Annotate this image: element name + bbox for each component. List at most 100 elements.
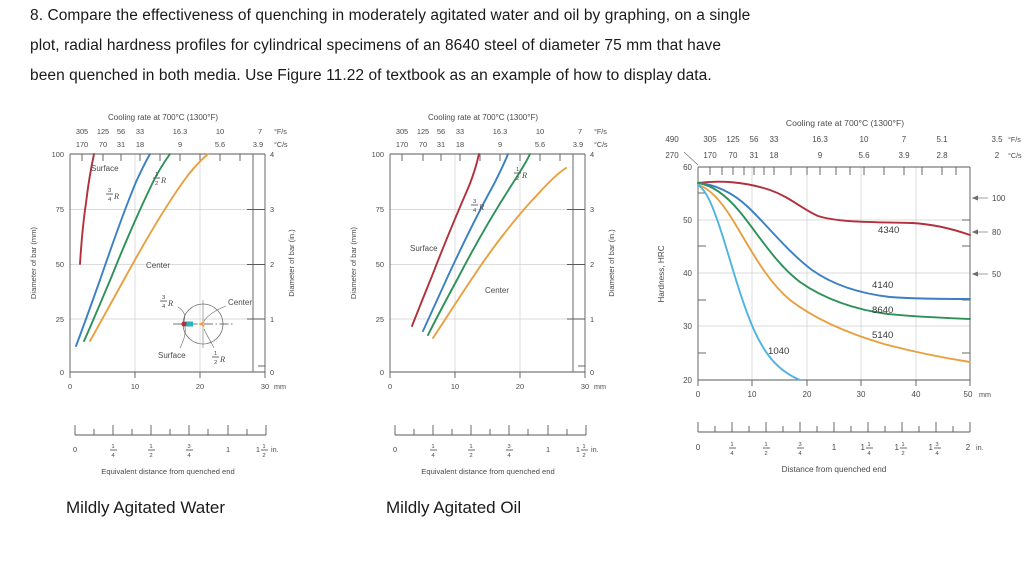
svg-text:4: 4 — [108, 197, 112, 203]
ruler-tick: 1 — [832, 443, 837, 452]
caption-oil: Mildly Agitated Oil — [386, 498, 522, 517]
hard-curves — [697, 180, 971, 381]
y-tick: 60 — [683, 163, 692, 172]
f-lead: 490 — [665, 135, 679, 144]
svg-text:3: 3 — [798, 442, 802, 448]
svg-text:2: 2 — [516, 176, 519, 182]
svg-text:1: 1 — [764, 442, 767, 448]
hardenability-chart-svg: Cooling rate at 700°C (1300°F) 490 305 1… — [657, 118, 1022, 474]
svg-text:3: 3 — [935, 442, 939, 448]
y2-tick: 2 — [270, 260, 274, 269]
oil-left-axis-title: Diameter of bar (mm) — [349, 226, 358, 299]
svg-text:4: 4 — [798, 451, 802, 457]
x-tick: 10 — [451, 382, 459, 391]
c-val: 18 — [456, 140, 464, 149]
f-unit: °F/s — [594, 127, 607, 136]
hard-top-c-row: 270 170 70 31 18 9 5.6 3.9 2.8 2 °C/s — [665, 151, 1022, 160]
hard-bottom-mm-axis: 0 10 20 30 40 50 mm — [696, 380, 991, 399]
y-tick: 75 — [56, 205, 64, 214]
svg-text:1: 1 — [901, 442, 904, 448]
f-val: 7 — [578, 127, 582, 136]
oil-top-f-row: 305 125 56 33 16.3 10 7 °F/s — [396, 127, 607, 136]
oil-top-axis-title: Cooling rate at 700°C (1300°F) — [428, 113, 538, 122]
svg-text:3: 3 — [507, 444, 511, 450]
c-val: 2 — [995, 151, 1000, 160]
svg-text:1: 1 — [516, 167, 519, 173]
ruler-unit: in. — [271, 445, 279, 454]
hard-ruler-title: Distance from quenched end — [782, 465, 887, 474]
water-top-ticks — [81, 154, 241, 161]
oil-top-ticks — [401, 154, 561, 161]
water-top-f-row: 305 125 56 33 16.3 10 7 °F/s — [76, 127, 287, 136]
marker-label: 100 — [992, 194, 1006, 203]
f-val: 10 — [860, 135, 869, 144]
oil-ruler-title: Equivalent distance from quenched end — [421, 467, 554, 476]
y2-tick: 3 — [590, 205, 594, 214]
ruler-tick-half: 1 2 — [148, 444, 155, 459]
label-half-r: 1 2 R — [153, 172, 166, 187]
svg-text:4: 4 — [431, 453, 435, 459]
label-center: Center — [485, 286, 509, 295]
svg-text:1: 1 — [730, 442, 733, 448]
inset-dot-surface — [181, 321, 187, 327]
svg-text:3: 3 — [187, 444, 191, 450]
svg-text:1: 1 — [929, 443, 934, 452]
svg-text:1: 1 — [861, 443, 866, 452]
ruler-tick-one-and-half: 1 1 2 — [576, 444, 588, 459]
water-right-axis: 4 3 2 1 0 Diameter of bar (in.) — [247, 150, 296, 377]
svg-text:R: R — [160, 176, 166, 185]
svg-text:2: 2 — [214, 360, 217, 366]
label-4140: 4140 — [872, 280, 893, 291]
inset-bar-cross-section: 3 4 R Center Surface 1 2 R — [158, 295, 252, 366]
y-tick: 25 — [56, 315, 64, 324]
x-unit: mm — [594, 382, 606, 391]
svg-text:4: 4 — [187, 453, 191, 459]
svg-text:3: 3 — [473, 199, 477, 205]
svg-text:4: 4 — [935, 451, 939, 457]
curve-three-quarter-r — [422, 153, 509, 332]
inset-label-three-quarter-r: 3 4 R — [160, 295, 173, 310]
f-val: 7 — [902, 135, 907, 144]
svg-text:R: R — [167, 299, 173, 308]
martensite-marker-100: 100 — [972, 194, 1006, 203]
x-tick: 50 — [964, 390, 973, 399]
water-left-axis-title: Diameter of bar (mm) — [29, 226, 38, 299]
label-half-r: 1 2 R — [514, 167, 527, 182]
f-val: 16.3 — [493, 127, 507, 136]
oil-inch-ruler: 0 1 4 1 2 3 4 1 1 — [393, 425, 599, 476]
c-val: 3.9 — [898, 151, 910, 160]
f-unit: °F/s — [274, 127, 287, 136]
oil-chart-svg: Cooling rate at 700°C (1300°F) 305 125 5… — [349, 113, 616, 476]
svg-text:1: 1 — [214, 351, 217, 357]
x-tick: 10 — [748, 390, 757, 399]
ruler-tick-one-three-quarter: 1 3 4 — [929, 442, 941, 457]
f-val: 7 — [258, 127, 262, 136]
y-tick: 50 — [56, 260, 64, 269]
f-val: 125 — [417, 127, 429, 136]
c-val: 3.9 — [573, 140, 583, 149]
x-tick: 30 — [581, 382, 589, 391]
c-val: 9 — [818, 151, 823, 160]
f-val: 33 — [136, 127, 144, 136]
x-tick: 30 — [857, 390, 866, 399]
marker-label: 50 — [992, 270, 1001, 279]
svg-text:1: 1 — [149, 444, 152, 450]
label-surface: Surface — [410, 244, 438, 253]
y-tick: 0 — [60, 368, 64, 377]
svg-text:1: 1 — [469, 444, 472, 450]
y2-tick: 4 — [270, 150, 274, 159]
water-curve-labels: Surface 3 4 R 1 2 R Center — [91, 164, 170, 270]
hard-left-axis-title: Hardness, HRC — [657, 245, 666, 302]
ruler-tick-quarter: 1 4 — [110, 444, 117, 459]
c-val: 70 — [729, 151, 738, 160]
question-line-2: plot, radial hardness profiles for cylin… — [30, 37, 722, 55]
inset-dot-center — [198, 321, 205, 327]
svg-text:R: R — [478, 203, 484, 212]
svg-text:1: 1 — [431, 444, 434, 450]
figures-area: Cooling rate at 700°C (1300°F) 305 125 5… — [0, 108, 1024, 563]
x-tick: 0 — [696, 390, 701, 399]
y-tick: 50 — [376, 260, 384, 269]
curve-1040 — [697, 184, 801, 381]
svg-text:4: 4 — [730, 451, 734, 457]
x-tick: 20 — [803, 390, 812, 399]
